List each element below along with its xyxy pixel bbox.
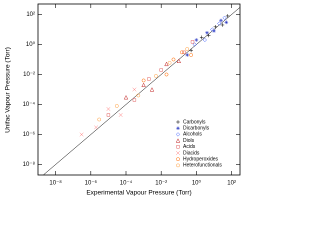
data-point (212, 29, 216, 33)
data-point (180, 50, 184, 55)
data-point (210, 27, 215, 32)
x-axis-label: Experimental Vapour Pressure (Torr) (86, 190, 191, 197)
data-point (194, 38, 199, 42)
legend-label: Alcohols (183, 132, 202, 138)
legend-marker (175, 132, 181, 137)
data-point (185, 53, 189, 57)
data-point (190, 40, 195, 44)
legend-label: Dicarbonyls (183, 126, 210, 132)
data-point (225, 14, 230, 18)
plot-frame (37, 3, 241, 176)
data-point (224, 20, 229, 25)
data-point (141, 78, 146, 83)
y-tick-label: 10⁻⁴ (23, 101, 36, 108)
legend-label: Diols (183, 138, 195, 144)
x-tick-label: 10⁻² (155, 181, 167, 187)
legend-label: Hydroperoxides (183, 157, 219, 163)
data-point (164, 72, 169, 77)
data-point (185, 47, 190, 51)
legend-marker (176, 157, 180, 162)
x-tick-label: 10² (227, 181, 236, 187)
data-point (189, 48, 193, 53)
legend-marker (176, 126, 180, 130)
data-point (79, 132, 84, 137)
data-point (123, 94, 129, 100)
x-tick-label: 10⁻⁴ (120, 180, 133, 187)
data-point (171, 57, 176, 62)
legend-label: Diacids (183, 150, 200, 156)
data-point (167, 60, 172, 65)
data-point (154, 74, 158, 78)
legend-marker (176, 163, 180, 168)
data-point (147, 77, 151, 81)
data-point (106, 113, 111, 117)
data-point (132, 87, 137, 92)
data-point (206, 33, 211, 38)
data-point (222, 15, 227, 20)
data-point (202, 37, 207, 43)
y-tick-label: 10⁻² (23, 72, 35, 78)
legend-label: Acids (183, 144, 196, 150)
y-axis-label: Unifac Vapour Pressure (Torr) (5, 47, 12, 133)
data-point (94, 125, 99, 130)
data-point (219, 18, 223, 23)
data-point (217, 21, 222, 26)
legend-marker (176, 120, 180, 124)
y-tick-label: 10² (26, 12, 35, 18)
legend-marker (175, 138, 181, 143)
data-point (97, 117, 102, 122)
data-point (118, 113, 123, 117)
one-to-one-line (43, 7, 241, 176)
data-point (164, 61, 169, 67)
data-point (132, 98, 137, 102)
data-point (213, 25, 218, 29)
data-point (182, 50, 186, 55)
legend-label: Carbonyls (183, 119, 206, 125)
x-tick-label: 10⁻⁶ (85, 180, 98, 187)
x-tick-label: 10⁰ (192, 180, 202, 187)
data-point (199, 35, 204, 40)
data-point (136, 93, 141, 98)
data-point (141, 82, 146, 88)
data-point (189, 53, 193, 57)
y-tick-label: 10⁻⁸ (23, 161, 36, 168)
legend-label: Heterofunctionals (183, 163, 222, 169)
x-tick-label: 10⁻⁸ (49, 180, 62, 187)
chart: Experimental Vapour Pressure (Torr) Unif… (5, 3, 241, 197)
data-point (114, 104, 119, 108)
data-point (106, 107, 111, 111)
y-tick-label: 10⁻⁶ (23, 131, 36, 138)
data-point (192, 42, 197, 47)
data-point (205, 31, 209, 35)
legend-marker (176, 145, 180, 149)
data-point (149, 87, 155, 92)
data-point (176, 58, 182, 63)
data-point (159, 68, 163, 72)
legend-marker (176, 151, 180, 155)
data-point (220, 23, 225, 27)
y-tick-label: 10⁰ (26, 41, 36, 48)
